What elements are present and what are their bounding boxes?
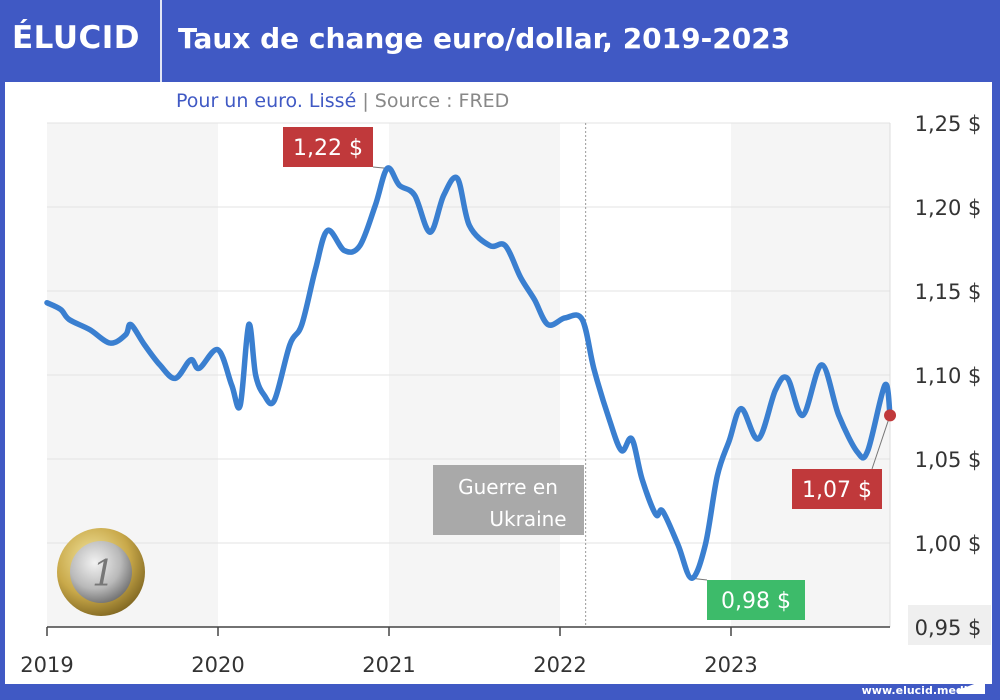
y-tick-label: 1,10 $: [915, 364, 982, 388]
y-tick-label: 1,25 $: [915, 112, 982, 136]
min-value-box: [707, 580, 805, 620]
war-event-box: [433, 465, 584, 535]
min-value-label: 0,98 $: [721, 589, 791, 614]
chart-subtitle: Pour un euro. Lissé | Source : FRED: [176, 90, 509, 112]
x-tick-label: 2023: [704, 653, 757, 677]
max-value-label: 1,22 $: [293, 136, 363, 161]
header: ÉLUCID Taux de change euro/dollar, 2019-…: [0, 0, 1000, 82]
last-value-label: 1,07 $: [802, 478, 872, 503]
y-tick-label: 1,05 $: [915, 448, 982, 472]
last-value-box: [792, 469, 882, 509]
y-tick-bg: [908, 605, 991, 645]
subtitle-separator: |: [362, 90, 369, 112]
war-event-label: Guerre en: [458, 475, 558, 499]
eurusd-line: [44, 165, 893, 582]
elucid-logo: ÉLUCID: [12, 20, 141, 56]
chart-title: Taux de change euro/dollar, 2019-2023: [178, 22, 791, 55]
x-tick-label: 2020: [191, 653, 244, 677]
x-tick-label: 2022: [533, 653, 586, 677]
x-tick-label: 2021: [362, 653, 415, 677]
y-tick-label: 0,95 $: [915, 616, 982, 640]
max-value-box: [283, 127, 373, 167]
y-tick-label: 1,15 $: [915, 280, 982, 304]
y-tick-label: 1,00 $: [915, 532, 982, 556]
war-event-label-2: Ukraine: [489, 507, 566, 531]
source-text: Source : FRED: [374, 90, 510, 112]
subtitle-text: Pour un euro. Lissé: [176, 90, 357, 112]
last-value-dot: [884, 409, 897, 422]
svg-text:1: 1: [92, 554, 115, 595]
last-leader-line: [871, 415, 891, 470]
euro-coin-icon: 1: [57, 528, 145, 616]
header-divider: [160, 0, 162, 82]
x-tick-label: 2019: [20, 653, 73, 677]
footer-url: www.elucid.media: [862, 684, 975, 697]
y-tick-label: 1,20 $: [915, 196, 982, 220]
elucid-flag-icon: [958, 680, 985, 694]
